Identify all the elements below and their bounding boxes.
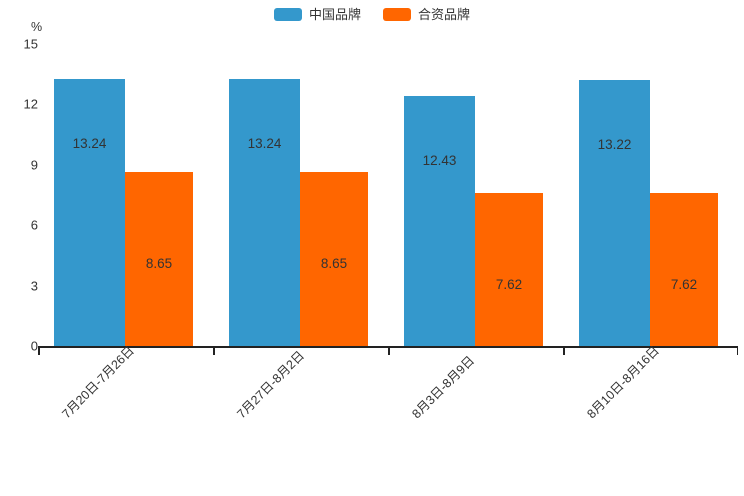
chart-legend: 中国品牌 合资品牌 bbox=[0, 8, 744, 21]
bar-joint-venture-brand[interactable]: 7.62 bbox=[475, 192, 543, 346]
bar-value-label-china-brand: 13.22 bbox=[597, 136, 632, 152]
bar-value-label-joint-venture-brand: 7.62 bbox=[670, 276, 698, 292]
x-axis-tick bbox=[38, 347, 40, 355]
y-axis-tick-label: 3 bbox=[30, 278, 38, 294]
y-axis-tick-label: 15 bbox=[23, 36, 38, 52]
bar-china-brand[interactable]: 13.24 bbox=[54, 79, 125, 346]
bar-joint-venture-brand[interactable]: 7.62 bbox=[650, 192, 718, 346]
bar-value-label-joint-venture-brand: 8.65 bbox=[320, 255, 348, 271]
y-axis-unit-label: % bbox=[31, 20, 43, 34]
x-axis-tick bbox=[388, 347, 390, 355]
x-axis-tick bbox=[563, 347, 565, 355]
legend-label-joint-venture-brand: 合资品牌 bbox=[418, 7, 471, 22]
x-axis-category-label: 7月27日-8月2日 bbox=[234, 348, 308, 422]
legend-label-china-brand: 中国品牌 bbox=[308, 7, 361, 22]
bar-value-label-china-brand: 13.24 bbox=[72, 136, 107, 152]
y-axis-tick-label: 6 bbox=[30, 217, 38, 233]
legend-swatch-icon-joint-venture-brand bbox=[383, 8, 411, 21]
legend-item-joint-venture-brand[interactable]: 合资品牌 bbox=[383, 8, 470, 21]
x-axis-tick bbox=[213, 347, 215, 355]
y-axis: 0 3 6 9 12 15 bbox=[0, 0, 38, 496]
x-axis-line bbox=[38, 346, 738, 348]
y-axis-tick-label: 12 bbox=[23, 96, 38, 112]
x-axis-tick bbox=[736, 347, 738, 355]
legend-swatch-icon-china-brand bbox=[273, 8, 302, 21]
legend-item-china-brand[interactable]: 中国品牌 bbox=[273, 7, 361, 22]
plot-area: 13.24 8.65 13.24 8.65 12.43 7.62 13.22 7.62 bbox=[54, 79, 718, 346]
bar-china-brand[interactable]: 13.22 bbox=[579, 79, 650, 346]
y-axis-tick-label: 0 bbox=[30, 338, 38, 354]
x-axis-category-label: 7月20日-7月26日 bbox=[59, 343, 137, 422]
bar-joint-venture-brand[interactable]: 8.65 bbox=[125, 171, 193, 346]
y-axis-tick-label: 9 bbox=[30, 157, 38, 173]
x-axis-category-label: 8月10日-8月16日 bbox=[584, 343, 662, 422]
bar-value-label-china-brand: 12.43 bbox=[422, 152, 457, 168]
x-axis-category-label: 8月3日-8月9日 bbox=[409, 353, 478, 422]
bar-value-label-china-brand: 13.24 bbox=[247, 136, 282, 152]
bar-china-brand[interactable]: 12.43 bbox=[404, 95, 475, 346]
bar-china-brand[interactable]: 13.24 bbox=[229, 79, 300, 346]
bar-value-label-joint-venture-brand: 8.65 bbox=[145, 255, 173, 271]
bar-joint-venture-brand[interactable]: 8.65 bbox=[300, 171, 368, 346]
bar-value-label-joint-venture-brand: 7.62 bbox=[495, 276, 523, 292]
